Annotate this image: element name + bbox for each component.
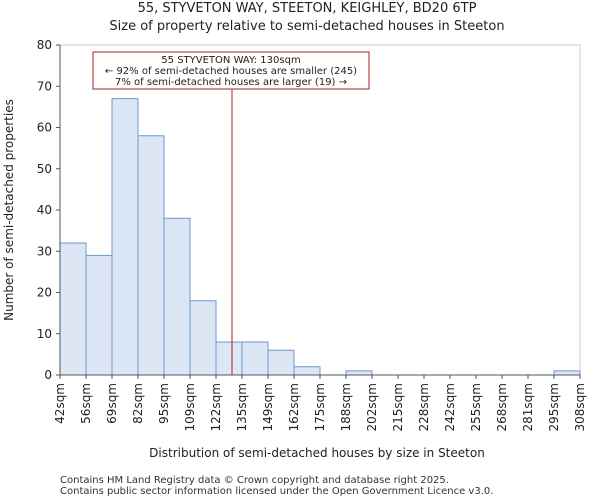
x-tick-label-188sqm: 188sqm: [339, 383, 353, 431]
x-tick-label-242sqm: 242sqm: [443, 383, 457, 431]
y-tick-label-0: 0: [44, 368, 52, 382]
y-tick-label-70: 70: [37, 79, 52, 93]
bar-188sqm: [345, 370, 373, 376]
bar-162sqm: [293, 366, 321, 376]
x-tick-label-162sqm: 162sqm: [287, 383, 301, 431]
chart-title-line2: Size of property relative to semi-detach…: [109, 19, 504, 34]
bar-69sqm: [111, 98, 139, 376]
x-tick-label-135sqm: 135sqm: [235, 383, 249, 431]
chart-title-line1: 55, STYVETON WAY, STEETON, KEIGHLEY, BD2…: [138, 1, 477, 16]
y-tick-label-20: 20: [37, 286, 52, 300]
y-tick-label-60: 60: [37, 121, 52, 135]
x-axis-label: Distribution of semi-detached houses by …: [149, 446, 485, 460]
bar-42sqm: [59, 242, 87, 376]
x-tick-label-109sqm: 109sqm: [183, 383, 197, 431]
bar-295sqm: [553, 370, 581, 376]
x-tick-label-95sqm: 95sqm: [157, 383, 171, 424]
bar-56sqm: [85, 254, 113, 376]
x-tick-label-215sqm: 215sqm: [391, 383, 405, 431]
y-tick-label-40: 40: [37, 203, 52, 217]
footer-line1: Contains HM Land Registry data © Crown c…: [60, 475, 449, 486]
bar-149sqm: [267, 349, 295, 376]
annotation-line3: 7% of semi-detached houses are larger (1…: [115, 77, 347, 88]
y-tick-label-30: 30: [37, 244, 52, 258]
annotation-line1: 55 STYVETON WAY: 130sqm: [161, 55, 300, 66]
x-tick-label-82sqm: 82sqm: [131, 383, 145, 424]
x-tick-label-56sqm: 56sqm: [79, 383, 93, 424]
annotation-line2: ← 92% of semi-detached houses are smalle…: [105, 66, 357, 77]
x-tick-label-149sqm: 149sqm: [261, 383, 275, 431]
x-tick-label-295sqm: 295sqm: [547, 383, 561, 431]
x-tick-label-268sqm: 268sqm: [495, 383, 509, 431]
x-axis: 42sqm 56sqm 69sqm 82sqm 95sqm 109sqm 122sqm 135…: [53, 374, 587, 431]
annotation-box: 55 STYVETON WAY: 130sqm ← 92% of semi-de…: [92, 51, 370, 90]
bar-95sqm: [163, 217, 191, 376]
bars-group: [59, 98, 581, 376]
x-tick-label-281sqm: 281sqm: [521, 383, 535, 431]
x-tick-label-255sqm: 255sqm: [469, 383, 483, 431]
bar-109sqm: [189, 300, 217, 376]
x-tick-label-175sqm: 175sqm: [313, 383, 327, 431]
x-tick-label-122sqm: 122sqm: [209, 383, 223, 431]
x-tick-label-228sqm: 228sqm: [417, 383, 431, 431]
y-tick-label-50: 50: [37, 162, 52, 176]
x-tick-label-42sqm: 42sqm: [53, 383, 67, 424]
bar-82sqm: [137, 135, 165, 376]
x-tick-label-308sqm: 308sqm: [573, 383, 587, 431]
x-tick-label-202sqm: 202sqm: [365, 383, 379, 431]
footer-line2: Contains public sector information licen…: [60, 486, 493, 497]
x-tick-label-69sqm: 69sqm: [105, 383, 119, 424]
y-axis: 0 10 20 30 40 50 60 70 80: [37, 38, 61, 382]
y-tick-label-80: 80: [37, 38, 52, 52]
y-axis-label: Number of semi-detached properties: [2, 99, 16, 321]
bar-135sqm: [241, 341, 269, 376]
bar-122sqm: [215, 341, 243, 376]
y-tick-label-10: 10: [37, 327, 52, 341]
